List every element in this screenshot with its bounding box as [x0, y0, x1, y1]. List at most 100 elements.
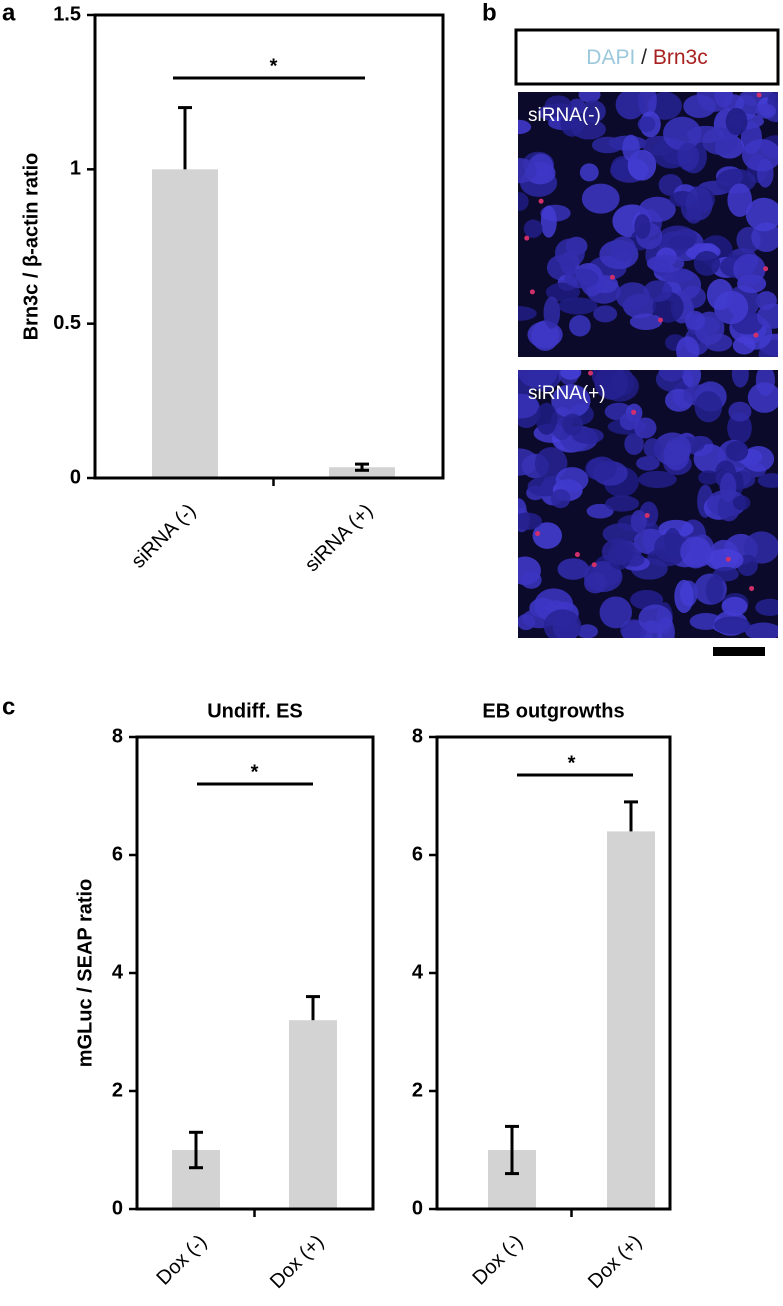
signal — [538, 198, 544, 204]
nucleus — [727, 412, 752, 444]
axes-frame — [435, 735, 672, 1211]
nucleus — [593, 305, 618, 323]
nucleus — [728, 401, 752, 422]
nucleus — [560, 370, 582, 380]
image-label: siRNA(+) — [528, 383, 606, 404]
nucleus — [674, 579, 694, 614]
nucleus — [654, 532, 690, 563]
y-tick-label: 0 — [412, 1197, 423, 1219]
signal — [756, 92, 762, 98]
panel-label: a — [2, 0, 16, 26]
nucleus — [684, 310, 706, 331]
signal — [657, 317, 663, 323]
nucleus — [619, 412, 639, 431]
nucleus — [554, 238, 585, 268]
nucleus — [576, 624, 598, 638]
nucleus — [532, 522, 562, 549]
nucleus — [638, 604, 673, 633]
y-tick-label: 8 — [112, 725, 123, 747]
nucleus — [682, 370, 702, 388]
nucleus — [713, 566, 739, 582]
nucleus — [643, 438, 662, 458]
nucleus — [646, 254, 685, 273]
nucleus — [634, 417, 657, 439]
y-tick-label: 2 — [412, 1079, 423, 1101]
signal — [753, 332, 759, 338]
scale-bar — [713, 647, 765, 656]
nucleus — [578, 92, 601, 103]
y-tick-label: 8 — [412, 725, 423, 747]
y-tick-label: 0 — [70, 466, 81, 488]
x-tick-label: Dox (+) — [584, 1231, 646, 1293]
nucleus — [755, 103, 777, 119]
nucleus — [555, 467, 589, 493]
nucleus — [693, 250, 721, 276]
nucleus — [727, 183, 753, 217]
nucleus — [686, 125, 725, 144]
nucleus — [757, 473, 778, 488]
nucleus — [551, 384, 591, 418]
nucleus — [543, 296, 561, 329]
nucleus — [629, 313, 663, 330]
signal — [609, 274, 615, 280]
y-tick-label: 6 — [412, 843, 423, 865]
axes-frame — [93, 13, 445, 480]
nucleus — [523, 219, 543, 238]
nucleus — [685, 207, 702, 224]
nucleus — [518, 192, 529, 211]
nucleus — [599, 596, 633, 629]
panel-label: c — [2, 693, 15, 720]
nucleus — [694, 391, 723, 423]
nucleus — [643, 280, 673, 302]
nucleus — [540, 205, 557, 238]
y-axis-label: Brn3c / β-actin ratio — [20, 153, 42, 341]
y-axis-label: mGLuc / SEAP ratio — [74, 879, 96, 1068]
signal — [588, 370, 594, 376]
y-tick-label: 0.5 — [53, 312, 81, 334]
nucleus — [731, 370, 749, 388]
nucleus — [518, 306, 537, 321]
nucleus — [719, 472, 737, 503]
nucleus — [733, 253, 766, 285]
y-tick-label: 4 — [412, 961, 424, 983]
nucleus — [602, 523, 639, 545]
nucleus — [721, 596, 748, 616]
signal — [529, 289, 535, 295]
nucleus — [705, 576, 724, 605]
nucleus — [638, 196, 676, 223]
nucleus — [550, 489, 571, 509]
nucleus — [636, 456, 660, 471]
signal — [574, 552, 580, 558]
nucleus — [658, 370, 685, 382]
x-tick-label: siRNA (-) — [127, 500, 200, 573]
nucleus — [580, 100, 606, 123]
nucleus — [520, 571, 542, 589]
nucleus — [756, 303, 778, 329]
x-tick-label: Dox (-) — [153, 1231, 212, 1290]
nucleus — [518, 158, 537, 184]
y-tick-label: 1 — [70, 158, 81, 180]
nucleus — [579, 163, 599, 182]
nucleus — [630, 509, 647, 533]
nucleus — [571, 119, 606, 140]
nucleus — [745, 622, 778, 638]
nucleus — [743, 531, 778, 564]
nucleus — [583, 561, 623, 593]
signal — [749, 585, 755, 591]
bar — [289, 1020, 337, 1209]
axes-frame — [135, 735, 375, 1211]
nucleus — [758, 339, 778, 357]
header-part: / — [641, 46, 647, 69]
nucleus — [663, 116, 702, 151]
nucleus — [518, 393, 540, 419]
nucleus — [732, 336, 756, 355]
y-tick-label: 6 — [112, 843, 123, 865]
nucleus — [713, 616, 751, 635]
nucleus — [586, 456, 617, 481]
nucleus — [581, 183, 620, 214]
nucleus — [622, 134, 640, 162]
nucleus — [564, 268, 599, 289]
signal — [644, 512, 650, 518]
nucleus — [518, 119, 532, 135]
